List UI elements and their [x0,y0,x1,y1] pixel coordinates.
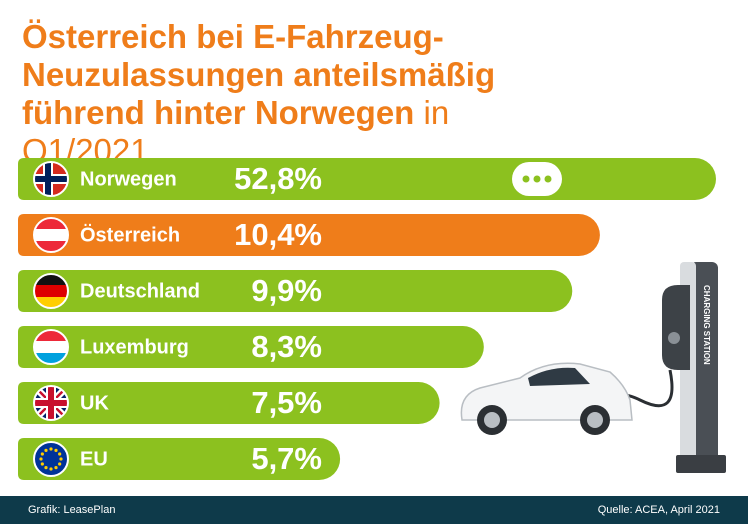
flag-part [34,176,68,182]
flag-star [49,447,53,451]
flag-rim [33,441,69,477]
bar [18,438,341,480]
category-label: Norwegen [80,168,177,190]
value-label: 9,9% [251,273,322,308]
bar [18,214,600,256]
footer-band [0,496,748,524]
flag-star [44,466,48,470]
flag-part [48,386,54,420]
flag-rim [33,217,69,253]
flag-part [34,229,68,241]
car [460,362,633,435]
bar [18,382,440,424]
charging-station: CHARGING STATION [593,262,726,473]
flag-part [34,353,68,364]
category-label: Deutschland [80,280,200,302]
flag-star [49,467,53,471]
category-label: Österreich [80,223,180,246]
break-dot [544,175,552,183]
flag [34,274,68,308]
flag-star [58,452,62,456]
title-main: Österreich bei E-Fahrzeug-Neuzulassungen… [22,18,496,131]
station-label: CHARGING STATION [702,285,711,365]
category-label: EU [80,448,108,470]
flag-star [54,466,58,470]
flag-star [59,457,63,461]
value-label: 8,3% [251,329,322,364]
value-label: 7,5% [251,385,322,420]
bars: Norwegen 52,8% Österreich 10,4% Deutschland 9… [18,158,716,480]
flag-star [54,448,58,452]
category-label: UK [80,392,109,414]
bar [18,270,573,312]
flag-star [58,462,62,466]
flag-part [34,341,68,353]
break-dot [533,175,541,183]
flag-rim [33,329,69,365]
flag-rim [33,273,69,309]
category-label: Luxemburg [80,336,189,358]
bar [18,326,484,368]
flag-star [44,448,48,452]
value-label: 5,7% [251,441,322,476]
value-label: 52,8% [234,161,322,196]
flag [34,330,68,364]
credit: Grafik: LeasePlan [28,504,115,516]
value-label: 10,4% [234,217,322,252]
flag-star [40,462,44,466]
flag-part [34,285,68,297]
break-dot [522,175,530,183]
flag-star [40,452,44,456]
flag-part [34,274,68,285]
source: Quelle: ACEA, April 2021 [598,504,720,516]
flag-rim [33,161,69,197]
flag-star [39,457,43,461]
flag-rim [33,385,69,421]
flag-part [34,297,68,308]
flag-part [34,330,68,341]
